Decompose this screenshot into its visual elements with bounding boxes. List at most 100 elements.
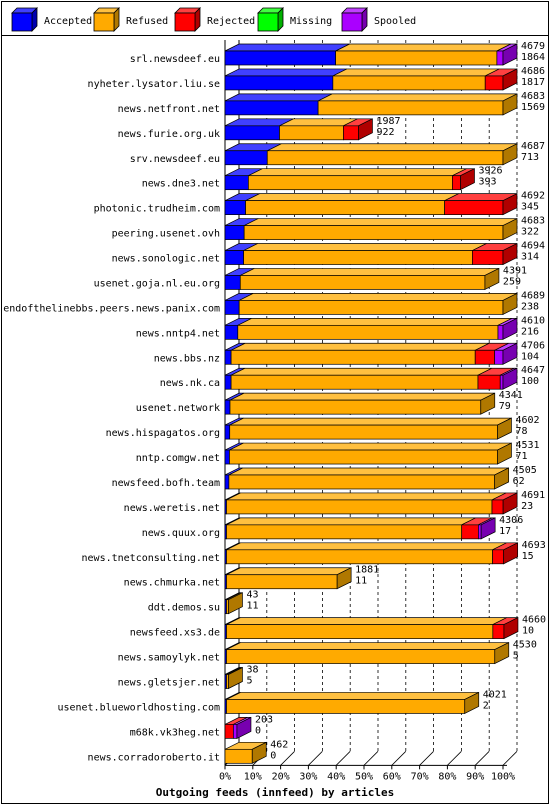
- bar-refused-top: [245, 193, 459, 201]
- bar-rejected: [477, 374, 501, 390]
- bar-refused: [229, 424, 498, 440]
- bar-side: [502, 143, 518, 166]
- bar-rejected: [444, 200, 504, 215]
- bar-accepted: [224, 399, 231, 415]
- bar-refused: [266, 150, 504, 166]
- x-tick-label: 100%: [491, 771, 515, 782]
- bar-refused: [245, 200, 445, 215]
- accepted-label: 393: [478, 177, 496, 188]
- bar-refused: [248, 175, 453, 191]
- feed-name-label: peering.usenet.ovh: [112, 229, 220, 240]
- bar-refused: [317, 100, 504, 116]
- feed-name-label: ddt.demos.su: [148, 603, 220, 614]
- bar-side: [228, 592, 243, 615]
- legend-swatch: [257, 12, 279, 32]
- x-tick-label: 0%: [219, 771, 231, 782]
- total-label: 4647: [521, 365, 545, 376]
- x-tick-label: 30%: [299, 771, 317, 782]
- total-label: 203: [255, 714, 273, 725]
- bar-accepted: [224, 50, 336, 66]
- feed-name-label: srl.newsdeef.eu: [130, 54, 220, 65]
- bar-accepted: [224, 200, 246, 215]
- bar-side: [503, 617, 519, 640]
- feed-row: news.gletsjer.net 385: [118, 665, 258, 690]
- feed-name-label: news.furie.org.uk: [118, 129, 220, 140]
- bar-side: [484, 267, 500, 291]
- bar-spooled: [497, 324, 504, 340]
- bar-side: [502, 292, 518, 315]
- legend-label: Refused: [126, 16, 168, 27]
- total-label: 4660: [522, 615, 546, 626]
- floor-line: [447, 751, 462, 766]
- floor-line: [391, 751, 407, 766]
- bar-refused: [229, 399, 482, 415]
- bar-side: [480, 392, 496, 415]
- accepted-label: 713: [521, 152, 539, 163]
- bar-rejected: [224, 724, 234, 739]
- total-label: 4683: [521, 91, 545, 102]
- bar-accepted: [224, 374, 232, 390]
- bar-accepted: [224, 449, 230, 465]
- bar-refused-top: [243, 243, 487, 251]
- accepted-label: 322: [521, 227, 539, 238]
- bar-refused-top: [267, 143, 518, 152]
- bar-spooled: [499, 374, 504, 390]
- accepted-label: 314: [521, 252, 539, 263]
- bar-accepted: [224, 150, 268, 166]
- accepted-label: 11: [355, 576, 367, 587]
- bar-side: [502, 218, 518, 241]
- x-tick-label: 90%: [466, 771, 484, 782]
- total-label: 4602: [515, 415, 539, 426]
- bar-accepted: [224, 424, 231, 440]
- accepted-label: 1817: [521, 77, 545, 88]
- x-tick-label: 20%: [272, 771, 290, 782]
- bar-side: [502, 93, 518, 116]
- bar-accepted: [224, 250, 244, 265]
- x-tick-label: 50%: [355, 771, 373, 782]
- total-label: 4686: [521, 66, 545, 77]
- total-label: 4391: [503, 265, 527, 276]
- feed-name-label: news.quux.org: [142, 528, 220, 539]
- feed-name-label: news.sonologic.net: [112, 254, 220, 265]
- bar-refused: [238, 300, 504, 315]
- accepted-label: 259: [503, 276, 521, 287]
- bar-refused-top: [226, 617, 507, 625]
- feed-name-label: news.weretis.net: [124, 503, 220, 514]
- bar-refused: [226, 624, 494, 639]
- chart-title: Outgoing feeds (innfeed) by articles: [156, 786, 394, 799]
- legend-swatch: [341, 12, 363, 32]
- total-label: 4691: [521, 490, 545, 501]
- bar-refused-top: [239, 293, 518, 301]
- bar-side: [494, 467, 510, 490]
- bar-side: [228, 666, 243, 690]
- x-tick-label: 60%: [383, 771, 401, 782]
- bar-refused: [224, 748, 253, 764]
- accepted-label: 922: [376, 127, 394, 138]
- bar-refused: [332, 75, 486, 91]
- bar-refused-top: [228, 467, 509, 476]
- total-label: 43: [246, 590, 258, 601]
- total-label: 4689: [521, 290, 545, 301]
- total-label: 4530: [513, 640, 537, 651]
- bar-side: [502, 193, 518, 216]
- bar-accepted: [224, 100, 319, 116]
- legend: Accepted Refused Rejected Missing Spooled: [11, 7, 416, 32]
- bar-accepted: [224, 300, 240, 315]
- accepted-label: 1569: [521, 102, 545, 113]
- bar-rejected: [452, 175, 461, 191]
- bar-rejected: [492, 549, 505, 565]
- feed-name-label: usenet.goja.nl.eu.org: [94, 278, 220, 289]
- bar-refused: [237, 324, 499, 340]
